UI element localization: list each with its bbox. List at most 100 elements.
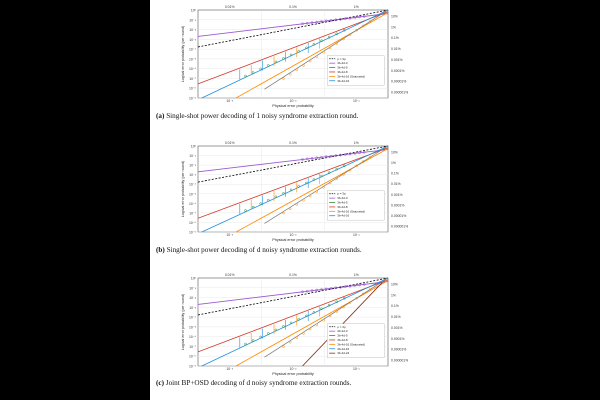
data-point [244,209,247,212]
y-tick-label: 10⁻⁶ [189,67,197,71]
series-line [264,145,389,224]
data-point [329,154,333,158]
data-point [335,310,338,313]
data-point [335,300,338,304]
data-point [362,283,366,286]
x-tick-label: 10⁻¹ [353,367,361,371]
data-point [308,194,312,198]
reference-line [197,277,389,316]
data-point [305,157,309,161]
data-point [305,46,308,50]
data-point [329,19,333,22]
data-point [274,328,278,332]
legend-label: 3b-4d-24 [337,351,349,355]
plot-c: 10⁰ 10⁻¹ 10⁻² 10⁻³ 10⁻⁴ 10⁻⁵ 10⁻⁶ 10⁻⁷ 10⁻⁸ 10⁻⁹ 1… [181,273,408,376]
data-point [329,287,333,290]
y-tick-label: 10⁻¹ [189,154,197,158]
data-point [353,284,357,287]
data-point [305,289,309,293]
top-axis-label: 1% [354,5,359,9]
data-point [297,318,300,321]
data-point [315,288,319,292]
right-axis-label: 0.001% [391,326,403,330]
data-point [297,185,300,188]
data-point [305,21,309,25]
data-point [244,342,247,346]
caption-b-text: Single-shot power decoding of d noisy sy… [166,246,362,254]
right-axis-label: 0.1% [391,36,399,40]
top-axis-label: 1% [354,273,359,277]
y-axis-title: Logical error probability (per round) [181,161,185,217]
series-line [264,277,389,358]
data-point [289,53,293,57]
right-axis-label: 0.000001% [391,91,408,95]
data-point [302,332,305,335]
y-tick-label: 10⁻² [189,164,197,168]
paper-page: 10⁰ 10⁻¹ 10⁻² 10⁻³ 10⁻⁴ 10⁻⁵ 10⁻⁶ 10⁻⁷ 10⁻⁸ 10⁻⁹ 1… [150,0,450,400]
data-point [334,154,338,157]
data-point [259,202,262,205]
data-point [305,181,308,185]
right-axis-label: 10% [391,151,398,155]
caption-c-text: Joint BP+OSD decoding of d noisy syndrom… [165,379,352,387]
data-point [289,188,293,192]
y-tick-label: 10⁻⁸ [189,221,197,225]
data-point [320,174,323,178]
plot-b: 10⁰ 10⁻¹ 10⁻² 10⁻³ 10⁻⁴ 10⁻⁵ 10⁻⁶ 10⁻⁷ 10⁻⁸ 10⁻⁹ 1… [181,141,408,242]
data-point [334,286,338,290]
data-point [308,59,312,63]
data-point [251,205,255,209]
series-line [197,148,389,173]
data-point [320,288,323,291]
data-point [322,186,325,189]
data-point [339,153,342,157]
right-axis-label: 0.001% [391,58,403,62]
data-point [259,335,262,339]
caption-a: (a) Single-shot power decoding of 1 nois… [156,112,446,121]
data-point [343,153,347,156]
data-point [310,289,314,293]
data-point [315,156,319,160]
right-axis-label: 0.000001% [391,359,408,363]
top-axis-label: 0.1% [289,273,297,277]
data-point [282,192,285,195]
data-point [335,32,338,36]
right-axis-label: 0.01% [391,47,401,51]
right-axis-label: 0.00001% [391,214,406,218]
right-axis-label: 10% [391,15,398,19]
data-point [343,17,347,21]
right-axis-label: 0.1% [391,172,399,176]
right-axis-label: 0.0001% [391,337,404,341]
data-point [310,21,314,25]
data-point [267,332,270,335]
data-point [343,296,346,300]
data-point [267,64,270,67]
right-axis-label: 0.0001% [391,203,404,207]
y-tick-label: 10⁻¹ [189,18,197,22]
x-tick-label: 10⁻² [290,233,298,237]
data-point [282,57,285,60]
data-point [335,42,338,45]
data-point [324,19,328,23]
right-axis-label: 0.0001% [391,69,404,73]
x-tick-label: 10⁻² [290,367,298,371]
series-line [264,9,389,90]
legend-box [327,55,385,86]
top-axis-label: 0.1% [289,141,297,145]
data-point [295,68,299,72]
data-point [288,340,292,344]
right-axis-label: 0.00001% [391,80,406,84]
data-point [289,321,293,325]
data-point [282,211,285,215]
x-axis-title: Physical error probability [272,372,314,376]
data-point [324,155,328,159]
data-point [259,67,262,71]
top-axis-label: 0.1% [289,5,297,9]
legend-label: 3b-4d-3 [337,329,348,333]
legend-label: 3b-4d-5 [337,201,348,205]
right-axis-label: 1% [391,161,396,165]
legend-label: 3b-4d-3 [337,61,348,65]
reference-line [197,9,389,48]
data-point [274,60,278,64]
data-point [305,314,308,318]
